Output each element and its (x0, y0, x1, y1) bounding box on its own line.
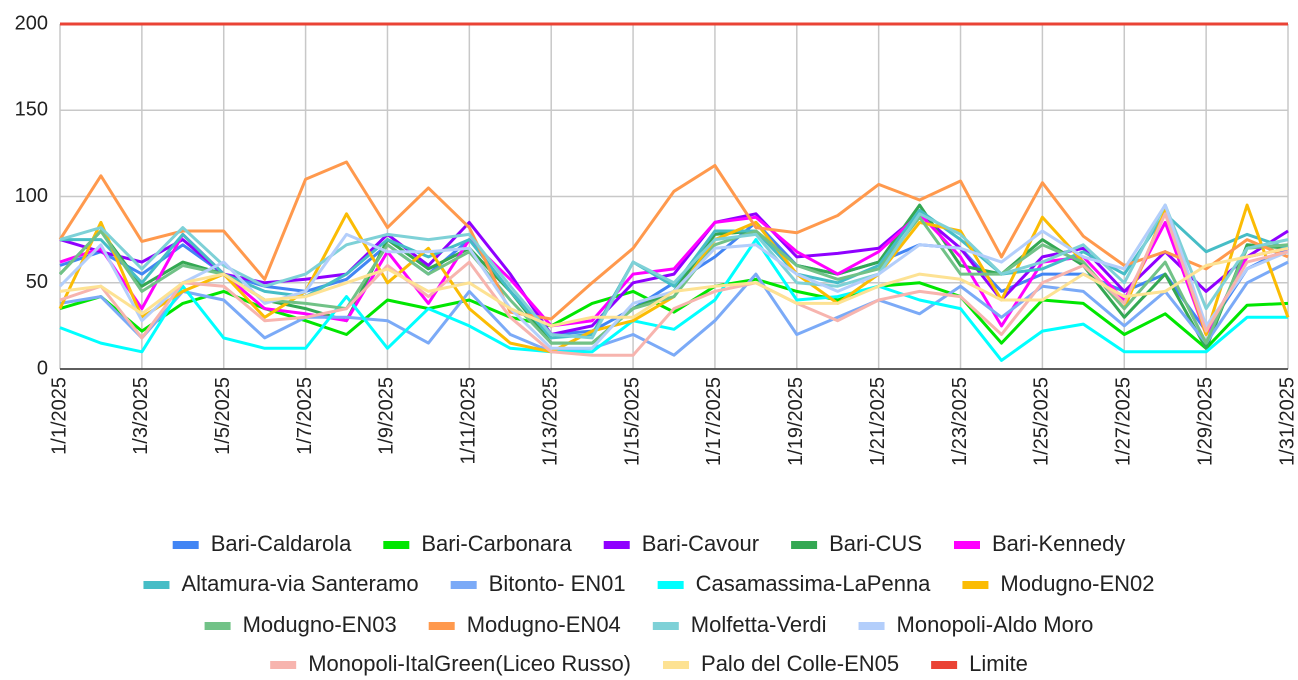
legend-item: Modugno-EN03 (204, 612, 397, 637)
legend-item: Bari-Carbonara (383, 531, 572, 556)
x-tick-label: 1/9/2025 (376, 377, 398, 455)
legend-swatch (204, 622, 231, 630)
legend-label: Palo del Colle-EN05 (701, 651, 899, 676)
legend: Bari-Caldarola Bari-Carbonara Bari-Cavour B… (143, 531, 1155, 676)
legend-swatch (652, 622, 679, 630)
x-tick-label: 1/1/2025 (48, 377, 70, 455)
legend-item: Monopoli-ItalGreen(Liceo Russo) (270, 651, 631, 676)
series-line (59, 260, 1289, 357)
legend-item: Bari-CUS (791, 531, 922, 556)
legend-label: Casamassima-LaPenna (696, 571, 932, 596)
series-line (59, 203, 1289, 340)
x-tick-label: 1/31/2025 (1276, 377, 1298, 466)
legend-item: Altamura-via Santeramo (143, 571, 419, 596)
legend-item: Modugno-EN04 (428, 612, 621, 637)
legend-label: Monopoli-ItalGreen(Liceo Russo) (308, 651, 631, 676)
x-tick-label: 1/17/2025 (703, 377, 725, 466)
legend-item: Bari-Cavour (603, 531, 759, 556)
x-tick-label: 1/25/2025 (1031, 377, 1053, 466)
x-tick-label: 1/11/2025 (458, 377, 480, 465)
legend-swatch (428, 622, 455, 630)
series-line (59, 238, 1288, 362)
series-line (59, 212, 1289, 336)
legend-swatch (383, 541, 410, 549)
legend-label: Altamura-via Santeramo (181, 571, 418, 596)
y-tick-label: 200 (15, 12, 48, 34)
legend-swatch (858, 622, 885, 630)
legend-item: Palo del Colle-EN05 (663, 651, 899, 676)
x-tick-label: 1/29/2025 (1194, 377, 1216, 466)
legend-item: Monopoli-Aldo Moro (858, 612, 1094, 637)
x-tick-label: 1/3/2025 (130, 377, 152, 455)
legend-label: Limite (969, 651, 1028, 676)
legend-label: Bari-Carbonara (421, 531, 572, 556)
legend-swatch (172, 541, 199, 549)
legend-item: Molfetta-Verdi (652, 612, 827, 637)
legend-label: Bitonto- EN01 (489, 571, 626, 596)
legend-swatch (962, 581, 989, 589)
series-line (60, 208, 1289, 340)
legend-label: Bari-Caldarola (211, 531, 352, 556)
series-line (59, 246, 1289, 328)
legend-label: Monopoli-Aldo Moro (897, 612, 1094, 637)
legend-swatch (270, 661, 297, 669)
y-tick-label: 100 (15, 185, 48, 207)
x-tick-label: 1/19/2025 (785, 377, 807, 466)
legend-item: Limite (931, 651, 1028, 676)
x-tick-label: 1/5/2025 (212, 377, 234, 455)
legend-swatch (657, 581, 684, 589)
legend-item: Bari-Kennedy (954, 531, 1125, 556)
legend-swatch (791, 541, 818, 549)
x-tick-label: 1/13/2025 (539, 377, 561, 466)
legend-swatch (954, 541, 980, 549)
y-tick-label: 50 (26, 271, 48, 293)
x-tick-label: 1/7/2025 (294, 377, 316, 455)
legend-label: Bari-Cavour (642, 531, 759, 556)
legend-swatch (143, 581, 170, 589)
x-tick-label: 1/15/2025 (621, 377, 643, 466)
legend-swatch (663, 661, 690, 669)
legend-item: Modugno-EN02 (962, 571, 1155, 596)
y-tick-label: 0 (37, 357, 48, 379)
series-line (58, 160, 1289, 321)
x-tick-label: 1/23/2025 (949, 377, 971, 466)
legend-item: Bari-Caldarola (172, 531, 352, 556)
series-line (59, 212, 1289, 357)
legend-label: Molfetta-Verdi (691, 612, 827, 637)
legend-swatch (603, 541, 630, 549)
legend-label: Modugno-EN02 (1000, 571, 1154, 596)
legend-label: Bari-CUS (829, 531, 922, 556)
legend-item: Casamassima-LaPenna (657, 571, 932, 596)
y-tick-label: 150 (15, 99, 48, 121)
legend-label: Modugno-EN03 (243, 612, 397, 637)
legend-swatch (450, 581, 477, 589)
legend-item: Bitonto- EN01 (450, 571, 626, 596)
legend-label: Modugno-EN04 (467, 612, 621, 637)
legend-swatch (931, 661, 958, 669)
x-tick-label: 1/21/2025 (867, 377, 889, 466)
x-tick-label: 1/27/2025 (1113, 377, 1135, 466)
legend-label: Bari-Kennedy (992, 531, 1125, 556)
